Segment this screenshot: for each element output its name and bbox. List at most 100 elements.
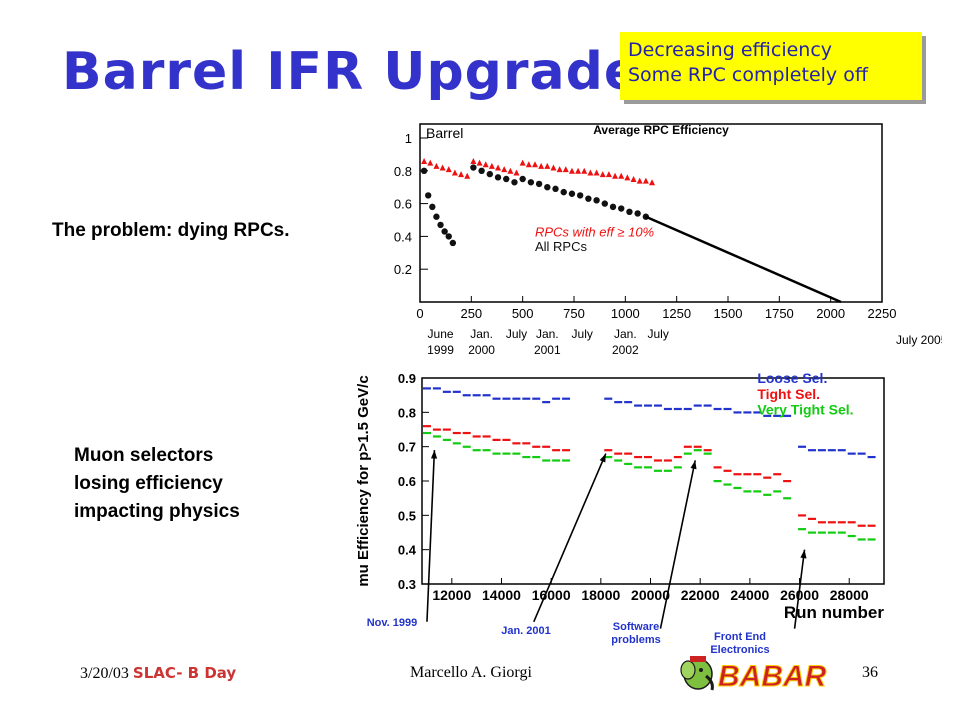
series-point — [673, 455, 682, 459]
babar-logo: BABAR — [680, 656, 827, 694]
black-point — [585, 195, 592, 202]
series-point — [512, 452, 521, 455]
footer-event: SLAC- B Day — [132, 664, 237, 682]
legend-black-series: All RPCs — [535, 239, 588, 254]
series-point — [432, 387, 441, 390]
red-point — [476, 159, 483, 166]
red-point — [464, 172, 471, 179]
red-point — [525, 161, 532, 168]
series-point — [783, 480, 792, 483]
series-point — [552, 449, 561, 452]
series-point — [807, 449, 816, 452]
series-point — [827, 449, 836, 452]
series-point — [817, 531, 826, 534]
red-point — [581, 167, 588, 174]
red-point — [427, 159, 434, 166]
red-point — [519, 159, 526, 166]
annotation-arrow — [533, 453, 607, 623]
series-point — [798, 528, 807, 531]
series-point — [492, 397, 501, 400]
series-point — [673, 466, 682, 469]
series-point — [462, 431, 471, 435]
series-point — [422, 425, 431, 428]
series-point — [562, 459, 571, 462]
series-point — [723, 469, 732, 472]
annotation-arrow — [659, 460, 697, 629]
annotation-label: Software problems — [611, 621, 661, 646]
black-point — [609, 203, 617, 211]
series-point — [562, 449, 571, 452]
red-point — [544, 162, 551, 169]
red-point — [612, 172, 619, 179]
red-point — [445, 166, 452, 173]
black-point — [503, 175, 510, 183]
series-point — [532, 397, 541, 400]
series-point — [847, 521, 856, 524]
muon-text-line: losing efficiency — [74, 473, 223, 494]
series-point — [452, 390, 461, 393]
series-point — [753, 490, 762, 493]
annotation-label: Nov. 1999 — [367, 617, 418, 629]
date-label-year: 2001 — [534, 343, 561, 357]
series-point — [817, 521, 826, 524]
red-point — [593, 169, 600, 176]
series-point — [422, 431, 431, 435]
series-point — [723, 407, 732, 411]
y-tick-label: 1 — [405, 131, 412, 146]
series-point — [703, 449, 712, 452]
series-point — [522, 397, 531, 400]
black-point — [445, 233, 452, 240]
y-tick-label: 0.9 — [398, 371, 416, 386]
date-label-month: July — [572, 327, 593, 341]
series-point — [492, 452, 501, 455]
series-point — [644, 466, 653, 469]
black-point — [429, 203, 436, 211]
series-point — [502, 438, 511, 441]
y-tick-label: 0.2 — [394, 262, 412, 277]
series-point — [614, 452, 623, 455]
series-point — [614, 401, 623, 404]
series-point — [827, 531, 836, 534]
red-point — [507, 167, 514, 174]
red-point — [495, 164, 502, 171]
series-point — [452, 442, 461, 445]
callout-box: Decreasing efficiency Some RPC completel… — [620, 32, 922, 100]
series-point — [743, 490, 752, 493]
red-point — [556, 166, 563, 173]
series-point — [644, 455, 653, 459]
x-tick-label: 250 — [460, 306, 482, 321]
callout-line: Some RPC completely off — [628, 64, 868, 86]
x-tick-label: 500 — [512, 306, 534, 321]
series-point — [693, 404, 702, 407]
series-point — [703, 452, 712, 455]
red-point — [470, 157, 477, 164]
series-point — [472, 435, 481, 438]
black-point — [560, 188, 567, 196]
series-point — [837, 521, 846, 524]
series-point — [604, 455, 613, 459]
series-point — [847, 452, 856, 455]
y-tick-label: 0.6 — [398, 474, 416, 489]
series-point — [763, 414, 772, 417]
y-tick-label: 0.3 — [398, 577, 416, 592]
series-point — [644, 404, 653, 407]
red-point — [451, 169, 458, 176]
red-point — [587, 169, 594, 176]
series-point — [837, 449, 846, 452]
series-point — [482, 394, 491, 397]
x-tick-label: 24000 — [730, 587, 769, 603]
footer-page-number: 36 — [862, 664, 878, 681]
series-point — [807, 531, 816, 534]
series-point — [492, 438, 501, 441]
red-point — [538, 162, 545, 169]
x-tick-label: 1750 — [765, 306, 794, 321]
y-tick-label: 0.7 — [398, 440, 416, 455]
black-point — [441, 228, 448, 235]
red-point — [531, 161, 538, 168]
series-point — [713, 407, 722, 411]
series-point — [552, 459, 561, 462]
series-point — [653, 469, 662, 472]
red-point — [562, 166, 569, 173]
series-point — [442, 438, 451, 441]
series-point — [693, 449, 702, 452]
